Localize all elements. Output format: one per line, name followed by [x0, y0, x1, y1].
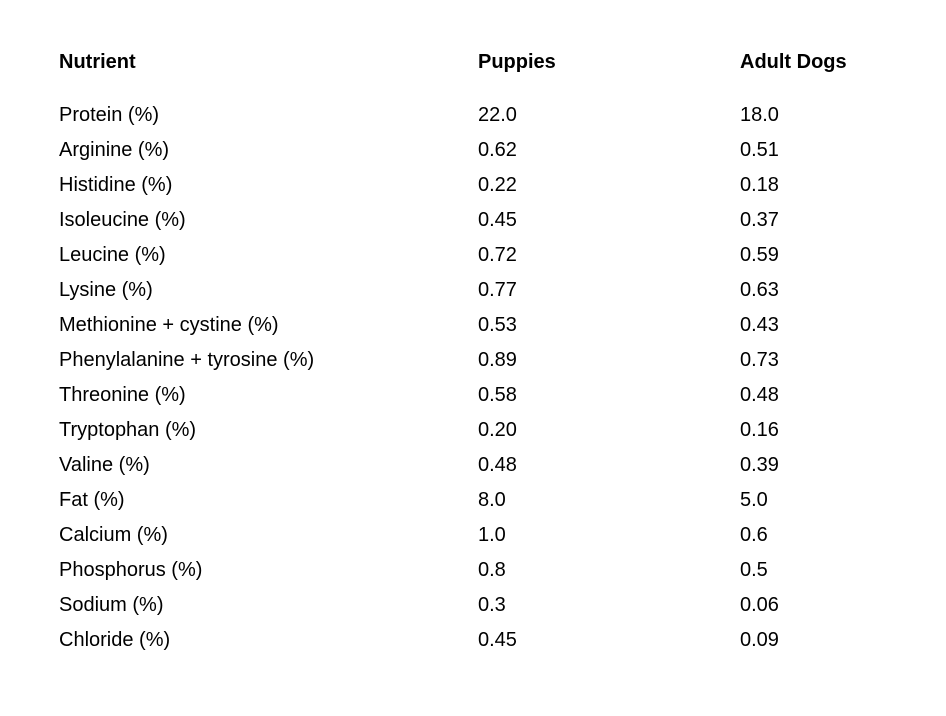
nutrient-table: Nutrient Puppies Adult Dogs Protein (%) 2…: [59, 45, 890, 658]
adult-dogs-value-cell: 0.59: [740, 244, 779, 266]
nutrient-cell: Chloride (%): [59, 629, 171, 651]
adult-dogs-value-cell: 0.39: [740, 454, 779, 476]
puppies-value-cell: 0.22: [478, 174, 517, 196]
table-row: Threonine (%) 0.58 0.48: [59, 378, 890, 413]
puppies-value-cell: 8.0: [478, 489, 506, 511]
nutrient-cell: Valine (%): [59, 454, 150, 476]
nutrient-cell: Methionine + cystine (%): [59, 314, 279, 336]
table-row: Isoleucine (%) 0.45 0.37: [59, 203, 890, 238]
nutrient-cell: Tryptophan (%): [59, 419, 197, 441]
adult-dogs-value-cell: 5.0: [740, 489, 768, 511]
adult-dogs-value-cell: 0.16: [740, 419, 779, 441]
adult-dogs-value-cell: 0.43: [740, 314, 779, 336]
nutrient-cell: Isoleucine (%): [59, 209, 186, 231]
table-header-row: Nutrient Puppies Adult Dogs: [59, 45, 890, 98]
adult-dogs-value-cell: 0.06: [740, 594, 779, 616]
table-row: Phenylalanine + tyrosine (%) 0.89 0.73: [59, 343, 890, 378]
table-row: Phosphorus (%) 0.8 0.5: [59, 553, 890, 588]
adult-dogs-value-cell: 0.51: [740, 139, 779, 161]
table-row: Lysine (%) 0.77 0.63: [59, 273, 890, 308]
nutrient-cell: Sodium (%): [59, 594, 164, 616]
nutrient-cell: Fat (%): [59, 489, 125, 511]
table-row: Leucine (%) 0.72 0.59: [59, 238, 890, 273]
puppies-value-cell: 0.77: [478, 279, 517, 301]
table-row: Fat (%) 8.0 5.0: [59, 483, 890, 518]
nutrient-cell: Phosphorus (%): [59, 559, 203, 581]
table-row: Methionine + cystine (%) 0.53 0.43: [59, 308, 890, 343]
puppies-value-cell: 0.62: [478, 139, 517, 161]
nutrient-cell: Lysine (%): [59, 279, 153, 301]
adult-dogs-value-cell: 0.63: [740, 279, 779, 301]
nutrient-cell: Arginine (%): [59, 139, 170, 161]
puppies-value-cell: 0.45: [478, 629, 517, 651]
adult-dogs-value-cell: 0.09: [740, 629, 779, 651]
table-row: Histidine (%) 0.22 0.18: [59, 168, 890, 203]
table-row: Sodium (%) 0.3 0.06: [59, 588, 890, 623]
adult-dogs-value-cell: 0.5: [740, 559, 768, 581]
nutrient-cell: Protein (%): [59, 104, 160, 126]
puppies-value-cell: 0.53: [478, 314, 517, 336]
table-row: Valine (%) 0.48 0.39: [59, 448, 890, 483]
nutrient-cell: Leucine (%): [59, 244, 166, 266]
puppies-value-cell: 22.0: [478, 104, 517, 126]
nutrient-cell: Phenylalanine + tyrosine (%): [59, 349, 315, 371]
puppies-value-cell: 0.89: [478, 349, 517, 371]
puppies-value-cell: 0.48: [478, 454, 517, 476]
puppies-value-cell: 0.8: [478, 559, 506, 581]
puppies-value-cell: 1.0: [478, 524, 506, 546]
adult-dogs-value-cell: 0.6: [740, 524, 768, 546]
adult-dogs-value-cell: 0.18: [740, 174, 779, 196]
adult-dogs-value-cell: 0.48: [740, 384, 779, 406]
puppies-value-cell: 0.20: [478, 419, 517, 441]
adult-dogs-value-cell: 18.0: [740, 104, 779, 126]
column-header-adult-dogs: Adult Dogs: [740, 51, 847, 73]
table-body: Protein (%) 22.0 18.0 Arginine (%) 0.62 0.51 H…: [59, 98, 890, 658]
column-header-puppies: Puppies: [478, 51, 556, 73]
table-row: Tryptophan (%) 0.20 0.16: [59, 413, 890, 448]
adult-dogs-value-cell: 0.37: [740, 209, 779, 231]
nutrient-cell: Calcium (%): [59, 524, 168, 546]
column-header-nutrient: Nutrient: [59, 51, 136, 73]
adult-dogs-value-cell: 0.73: [740, 349, 779, 371]
puppies-value-cell: 0.72: [478, 244, 517, 266]
nutrient-cell: Histidine (%): [59, 174, 173, 196]
table-row: Calcium (%) 1.0 0.6: [59, 518, 890, 553]
puppies-value-cell: 0.45: [478, 209, 517, 231]
table-row: Protein (%) 22.0 18.0: [59, 98, 890, 133]
nutrient-cell: Threonine (%): [59, 384, 186, 406]
puppies-value-cell: 0.3: [478, 594, 506, 616]
puppies-value-cell: 0.58: [478, 384, 517, 406]
table-row: Arginine (%) 0.62 0.51: [59, 133, 890, 168]
table-row: Chloride (%) 0.45 0.09: [59, 623, 890, 658]
